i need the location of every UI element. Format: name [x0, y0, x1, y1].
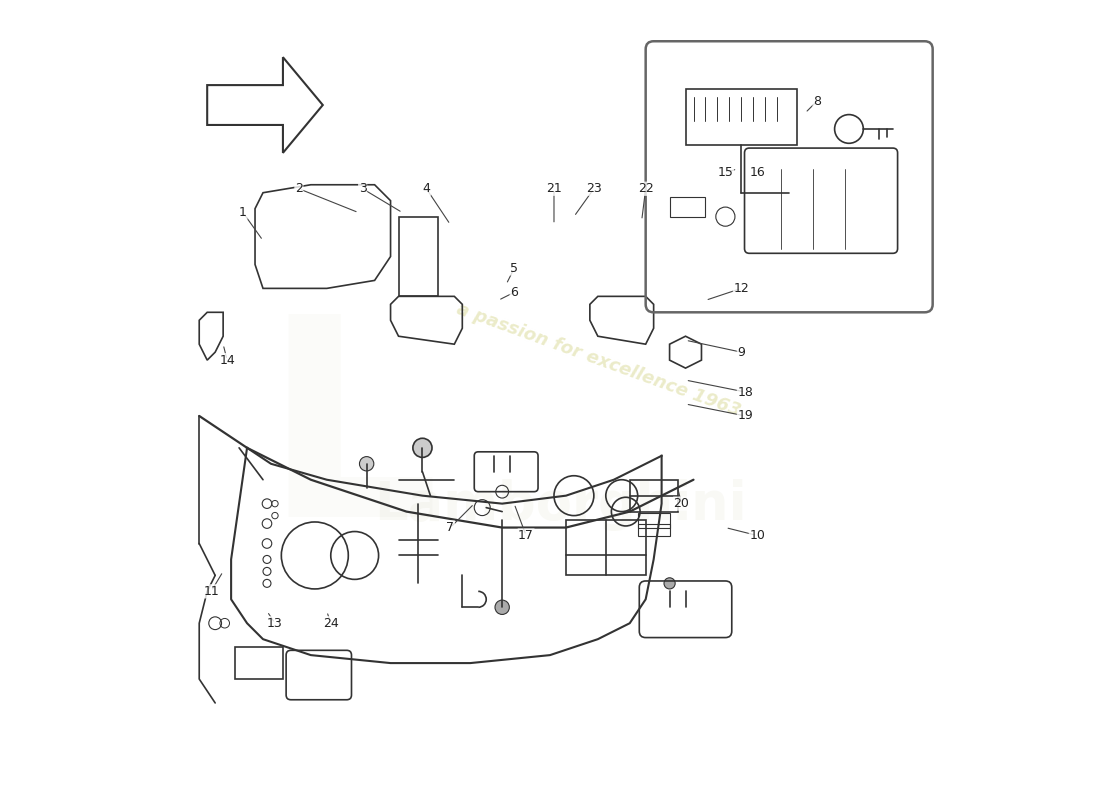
Text: 15: 15 [717, 166, 734, 179]
Bar [670, 197, 705, 217]
Text: 11: 11 [204, 585, 219, 598]
Text: 17: 17 [518, 529, 534, 542]
Text: 5: 5 [510, 262, 518, 275]
Circle shape [360, 457, 374, 471]
Text: 24: 24 [323, 617, 339, 630]
Text: 14: 14 [219, 354, 235, 366]
Bar [235, 647, 283, 679]
Text: 8: 8 [813, 94, 821, 107]
Text: 18: 18 [737, 386, 754, 398]
Text: Lamborghini: Lamborghini [375, 478, 747, 530]
Bar [638, 514, 670, 527]
Text: 23: 23 [586, 182, 602, 195]
Text: 12: 12 [734, 282, 749, 295]
Text: 7: 7 [447, 521, 454, 534]
Text: 21: 21 [546, 182, 562, 195]
Text: 3: 3 [359, 182, 366, 195]
Text: L: L [262, 305, 439, 575]
Text: 6: 6 [510, 286, 518, 299]
Text: 22: 22 [638, 182, 653, 195]
Text: 20: 20 [673, 497, 690, 510]
Bar [685, 89, 797, 145]
Bar [638, 524, 670, 535]
Text: 2: 2 [295, 182, 302, 195]
Text: 4: 4 [422, 182, 430, 195]
Text: 1: 1 [239, 206, 248, 219]
Circle shape [495, 600, 509, 614]
Bar [565, 519, 646, 575]
Text: 16: 16 [749, 166, 766, 179]
Polygon shape [207, 57, 322, 153]
Text: 13: 13 [267, 617, 283, 630]
Text: 19: 19 [737, 410, 754, 422]
Text: a passion for excellence 1963: a passion for excellence 1963 [454, 300, 744, 420]
Circle shape [664, 578, 675, 589]
Text: 9: 9 [737, 346, 746, 358]
Text: 10: 10 [749, 529, 766, 542]
Circle shape [412, 438, 432, 458]
Bar [629, 480, 678, 512]
